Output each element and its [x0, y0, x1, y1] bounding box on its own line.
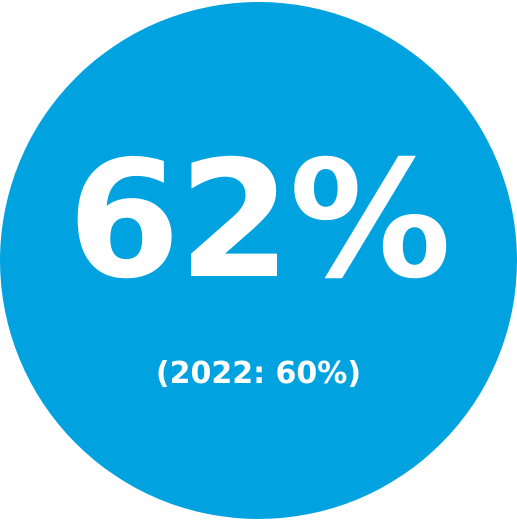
stat-comparison: (2022: 60%): [155, 356, 362, 391]
stat-value: 62%: [67, 127, 452, 315]
